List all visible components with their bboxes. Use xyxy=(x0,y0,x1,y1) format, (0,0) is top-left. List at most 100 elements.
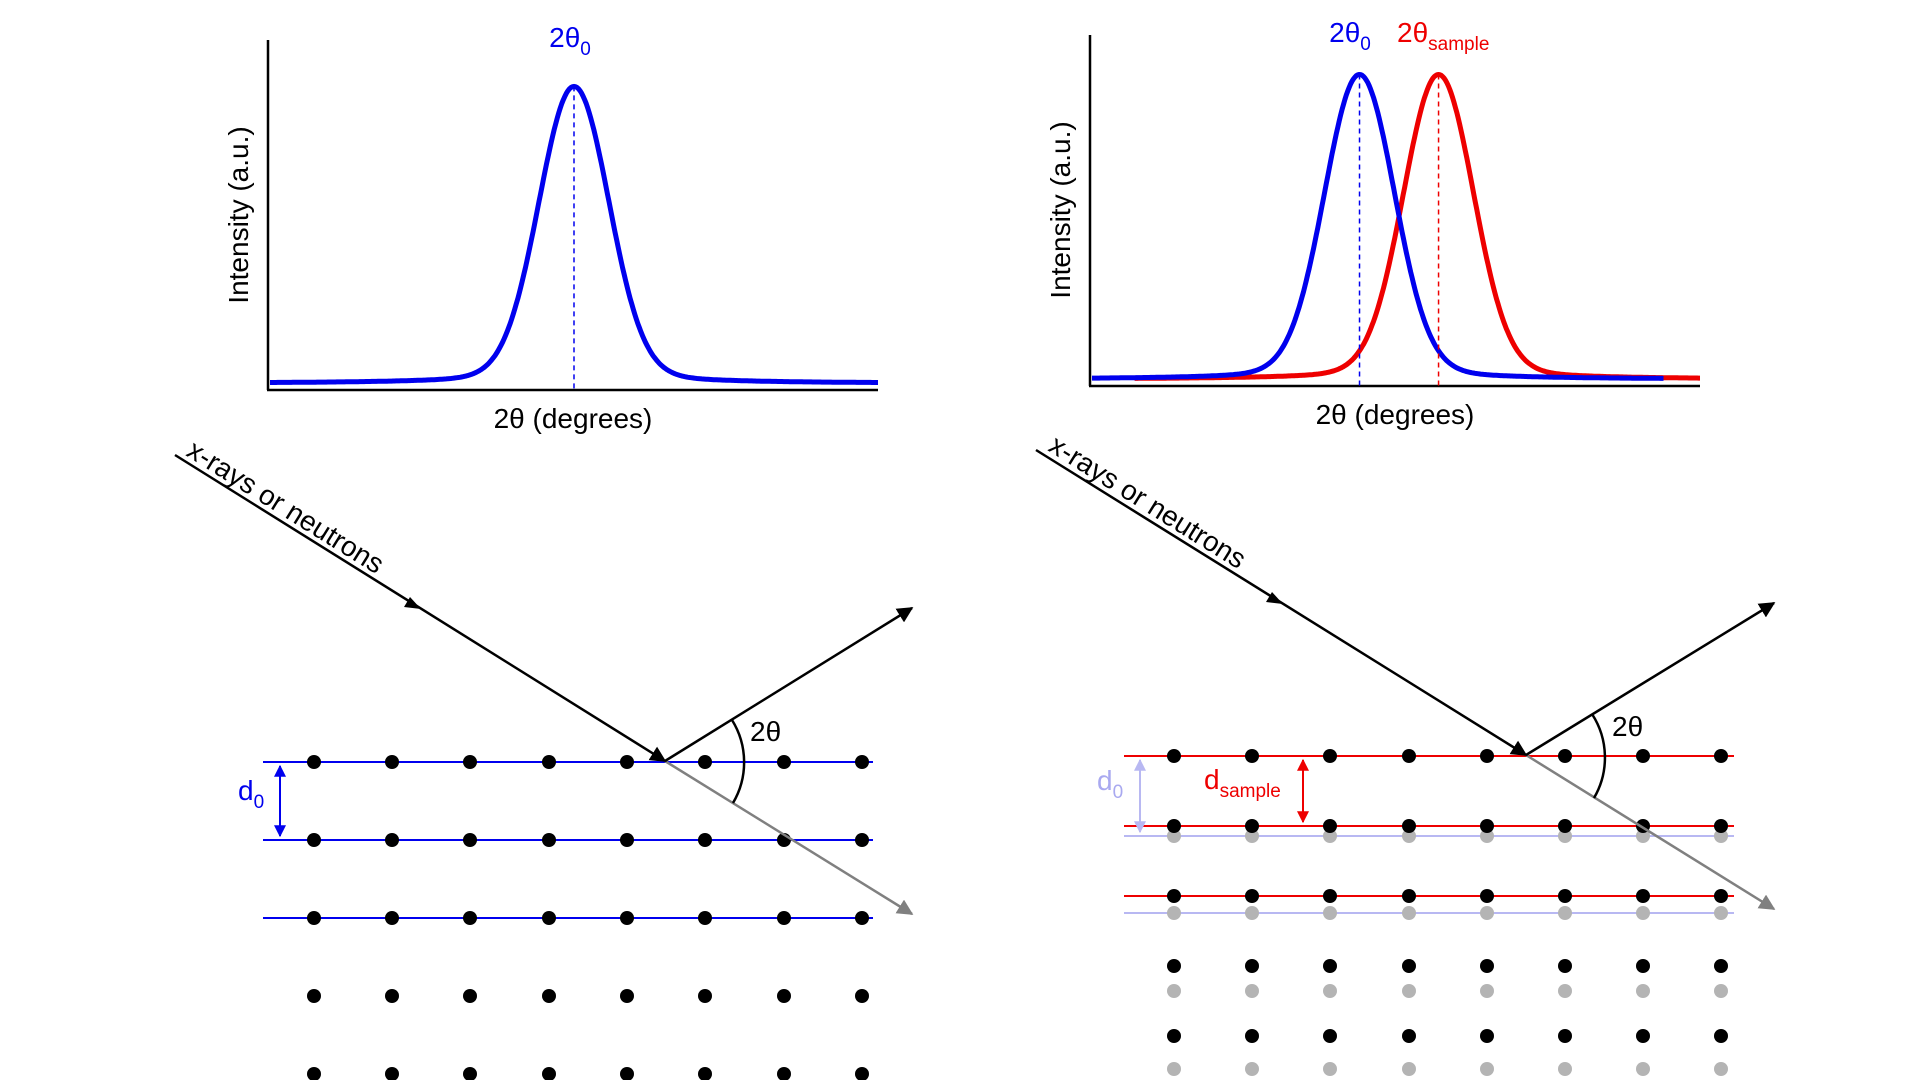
lattice-atom xyxy=(620,911,634,925)
lattice-atom xyxy=(1480,819,1494,833)
lattice-atom xyxy=(307,911,321,925)
lattice-atom xyxy=(1636,959,1650,973)
beam-label: x-rays or neutrons xyxy=(182,434,390,580)
lattice-atom xyxy=(1323,819,1337,833)
lattice-atom xyxy=(620,833,634,847)
lattice-atom xyxy=(698,989,712,1003)
lattice-atom xyxy=(1558,1029,1572,1043)
lattice-atom xyxy=(1323,1029,1337,1043)
lattice-atom xyxy=(1167,1062,1181,1076)
transmitted-beam xyxy=(1525,753,1776,911)
lattice-atom xyxy=(1245,819,1259,833)
diffracted-beam xyxy=(664,606,914,763)
lattice-atom xyxy=(1636,1062,1650,1076)
lattice-atom xyxy=(307,755,321,769)
lattice-atom xyxy=(1480,1029,1494,1043)
lattice-atom xyxy=(1558,984,1572,998)
lattice-atom xyxy=(1167,906,1181,920)
lattice-atom xyxy=(1245,889,1259,903)
lattice-atom xyxy=(1714,984,1728,998)
lattice-atom xyxy=(1323,749,1337,763)
lattice-atom xyxy=(1323,889,1337,903)
lattice-atom xyxy=(1636,906,1650,920)
lattice-atom xyxy=(1402,906,1416,920)
lattice-atom xyxy=(1636,749,1650,763)
left-panel: Intensity (a.u.) 2θ (degrees) 2θ0 2θ x-r… xyxy=(174,22,914,1080)
lattice-atom xyxy=(620,1067,634,1080)
y-axis-label: Intensity (a.u.) xyxy=(1045,121,1076,298)
lattice-atom xyxy=(1245,1029,1259,1043)
lattice-atom xyxy=(777,755,791,769)
lattice-atom xyxy=(1167,819,1181,833)
sample-peak-curve xyxy=(1133,72,1702,381)
lattice-atom xyxy=(1480,829,1494,843)
original-lattice-atoms xyxy=(1167,829,1728,1076)
lattice-atom xyxy=(463,1067,477,1080)
lattice-atom xyxy=(385,755,399,769)
lattice-atom xyxy=(1245,906,1259,920)
sample-spacing-label: dsample xyxy=(1204,764,1281,802)
lattice-atom xyxy=(1402,1062,1416,1076)
lattice-atom xyxy=(1636,984,1650,998)
lattice-atom xyxy=(1558,819,1572,833)
lattice-atom xyxy=(620,755,634,769)
lattice-atom xyxy=(1402,889,1416,903)
sample-diffraction-chart: Intensity (a.u.) 2θ (degrees) 2θ0 2θsamp… xyxy=(1045,17,1702,430)
lattice-atom xyxy=(698,755,712,769)
lattice-atom xyxy=(698,911,712,925)
lattice-atom xyxy=(463,911,477,925)
lattice-atom xyxy=(385,989,399,1003)
lattice-atom xyxy=(1323,829,1337,843)
lattice-atom xyxy=(1714,819,1728,833)
beam-direction-arrowhead xyxy=(1266,592,1283,604)
lattice-atom xyxy=(1714,889,1728,903)
sample-lattice-atoms xyxy=(1167,749,1728,1043)
original-spacing-label: d0 xyxy=(1097,765,1123,803)
lattice-atom xyxy=(385,833,399,847)
lattice-atom xyxy=(542,989,556,1003)
lattice-atom xyxy=(1167,749,1181,763)
lattice-atom xyxy=(1480,889,1494,903)
lattice-atom xyxy=(1402,984,1416,998)
peak-label-sample: 2θsample xyxy=(1397,17,1489,55)
y-axis-label: Intensity (a.u.) xyxy=(223,126,254,303)
lattice-atom xyxy=(1323,984,1337,998)
angle-arc xyxy=(1590,713,1607,799)
lattice-atom xyxy=(463,989,477,1003)
spacing-label: d0 xyxy=(238,775,264,813)
lattice-atom xyxy=(1558,889,1572,903)
lattice-atom xyxy=(1323,906,1337,920)
lattice-atom xyxy=(698,833,712,847)
lattice-atom xyxy=(385,1067,399,1080)
lattice-atom xyxy=(1167,959,1181,973)
lattice-atom xyxy=(1402,749,1416,763)
lattice-atom xyxy=(1714,749,1728,763)
lattice-atom xyxy=(1323,1062,1337,1076)
lattice-atom xyxy=(1402,959,1416,973)
lattice-atom xyxy=(307,833,321,847)
lattice-atom xyxy=(1245,984,1259,998)
lattice-atom xyxy=(620,989,634,1003)
lattice-atom xyxy=(777,1067,791,1080)
lattice-atom xyxy=(1714,906,1728,920)
lattice-atom xyxy=(542,911,556,925)
lattice-atom xyxy=(307,989,321,1003)
lattice-atoms xyxy=(307,755,869,1080)
lattice-atom xyxy=(1402,829,1416,843)
lattice-atom xyxy=(1480,959,1494,973)
lattice-atom xyxy=(1245,959,1259,973)
lattice-atom xyxy=(1714,1062,1728,1076)
lattice-atom xyxy=(463,833,477,847)
reference-peak-curve xyxy=(1090,72,1665,381)
lattice-atom xyxy=(1323,959,1337,973)
lattice-atom xyxy=(777,989,791,1003)
lattice-atom xyxy=(1167,1029,1181,1043)
lattice-atom xyxy=(1402,819,1416,833)
angle-label: 2θ xyxy=(750,716,781,747)
lattice-atom xyxy=(542,833,556,847)
lattice-atom xyxy=(1558,749,1572,763)
diffracted-beam xyxy=(1525,601,1776,757)
lattice-atom xyxy=(777,911,791,925)
lattice-atom xyxy=(698,1067,712,1080)
lattice-atom xyxy=(1167,984,1181,998)
